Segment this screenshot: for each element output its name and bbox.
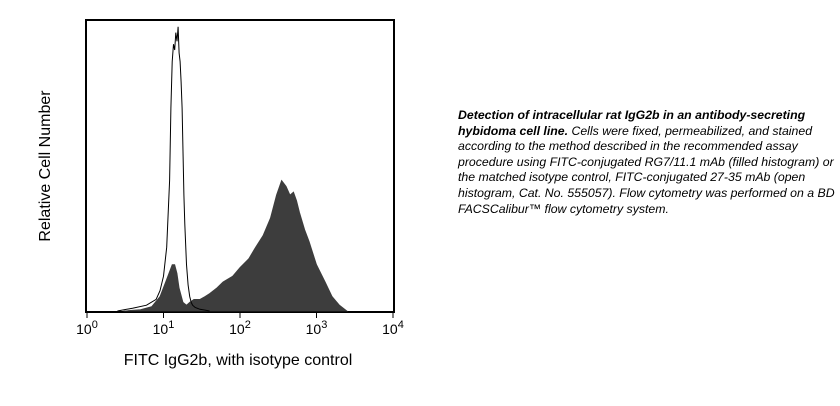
x-tick-label: 102: [229, 319, 251, 337]
caption-title: Detection of intracellular rat IgG2b in …: [458, 108, 806, 138]
caption-body: Cells were fixed, permeabilized, and sta…: [458, 123, 835, 216]
x-tick-label: 100: [76, 319, 98, 337]
x-tick-label: 104: [382, 319, 404, 337]
filled-histogram: [123, 179, 349, 312]
open-histogram: [117, 26, 210, 312]
x-tick-label: 103: [306, 319, 328, 337]
series-layer: [117, 26, 349, 312]
figure-caption: Detection of intracellular rat IgG2b in …: [458, 108, 840, 217]
x-tick-label: 101: [153, 319, 175, 337]
x-axis-label: FITC IgG2b, with isotype control: [124, 352, 353, 369]
x-axis-ticks: 100 101 102 103 104: [76, 312, 404, 337]
y-axis-label: Relative Cell Number: [37, 90, 54, 242]
